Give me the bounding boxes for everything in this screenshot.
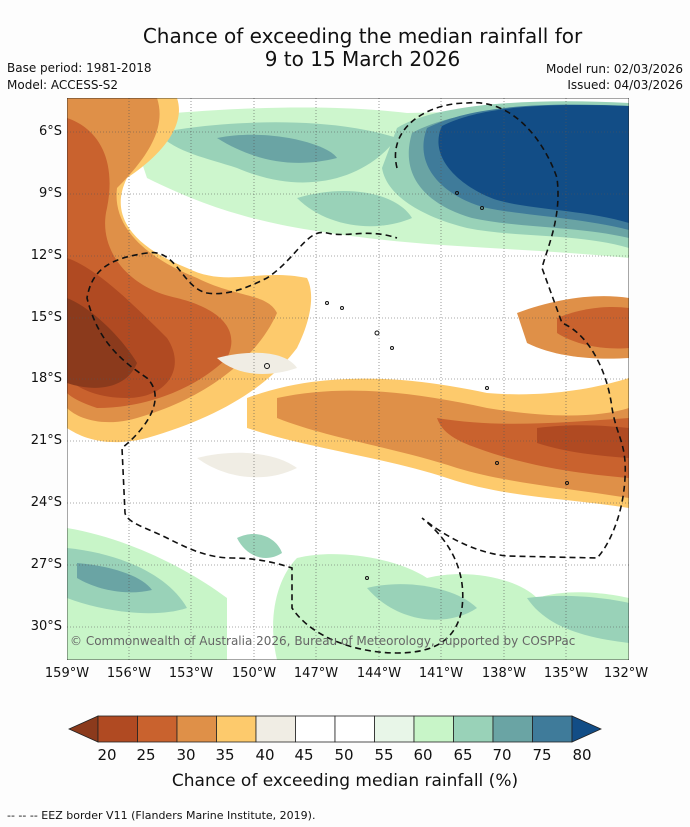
- colorbar-cell: [216, 715, 257, 743]
- colorbar-cell: [295, 715, 336, 743]
- colorbar-cell: [176, 715, 217, 743]
- colorbar-tick-80: 80: [572, 746, 592, 764]
- lon-label-150w: 150°W: [231, 666, 277, 681]
- colorbar-tick-20: 20: [97, 746, 117, 764]
- map-gridlines: [67, 98, 629, 660]
- lon-label-159w: 159°W: [44, 666, 90, 681]
- colorbar-cell: [453, 715, 494, 743]
- lat-label-15s: 15°S: [30, 310, 62, 325]
- base-period-label: Base period: 1981-2018: [7, 61, 152, 75]
- lat-label-18s: 18°S: [30, 371, 62, 386]
- lat-label-21s: 21°S: [30, 433, 62, 448]
- colorbar-tick-70: 70: [492, 746, 512, 764]
- map-title-line-1: Chance of exceeding the median rainfall …: [142, 24, 583, 48]
- model-label: Model: ACCESS-S2: [7, 78, 119, 92]
- colorbar-tick-55: 55: [374, 746, 394, 764]
- colorbar-cell: [255, 715, 296, 743]
- eez-border-legend: -- -- -- EEZ border V11 (Flanders Marine…: [7, 809, 316, 822]
- lat-label-24s: 24°S: [30, 495, 62, 510]
- colorbar-tick-30: 30: [176, 746, 196, 764]
- colorbar-cell: [97, 715, 138, 743]
- colorbar-tick-45: 45: [294, 746, 314, 764]
- colorbar-tick-65: 65: [453, 746, 473, 764]
- map-title-line-2: 9 to 15 March 2026: [264, 47, 461, 71]
- colorbar-tick-60: 60: [413, 746, 433, 764]
- lat-label-6s: 6°S: [38, 124, 62, 139]
- model-run-label: Model run: 02/03/2026: [545, 62, 683, 76]
- lon-label-156w: 156°W: [106, 666, 152, 681]
- colorbar-tick-40: 40: [255, 746, 275, 764]
- colorbar-extend-high: [571, 715, 602, 743]
- lon-label-135w: 135°W: [543, 666, 589, 681]
- lat-label-9s: 9°S: [38, 186, 62, 201]
- lon-label-138w: 138°W: [481, 666, 527, 681]
- colorbar: [68, 715, 602, 743]
- issued-label: Issued: 04/03/2026: [567, 78, 683, 92]
- colorbar-cell: [532, 715, 573, 743]
- colorbar-cell: [334, 715, 375, 743]
- colorbar-cell: [137, 715, 178, 743]
- colorbar-extend-low: [68, 715, 99, 743]
- lon-label-147w: 147°W: [293, 666, 339, 681]
- lat-label-30s: 30°S: [30, 619, 62, 634]
- colorbar-tick-50: 50: [334, 746, 354, 764]
- colorbar-tick-35: 35: [215, 746, 235, 764]
- lon-label-132w: 132°W: [603, 666, 649, 681]
- lat-label-27s: 27°S: [30, 557, 62, 572]
- colorbar-tick-75: 75: [532, 746, 552, 764]
- colorbar-label: Chance of exceeding median rainfall (%): [171, 771, 519, 791]
- colorbar-cell: [374, 715, 415, 743]
- lon-label-141w: 141°W: [418, 666, 464, 681]
- lon-label-153w: 153°W: [168, 666, 214, 681]
- lon-label-144w: 144°W: [356, 666, 402, 681]
- map-copyright: © Commonwealth of Australia 2026, Bureau…: [70, 634, 576, 648]
- island-outlines: [264, 191, 569, 580]
- colorbar-cell: [413, 715, 454, 743]
- lat-label-12s: 12°S: [30, 248, 62, 263]
- colorbar-tick-25: 25: [136, 746, 156, 764]
- rainfall-probability-map: [67, 98, 629, 660]
- colorbar-cell: [492, 715, 533, 743]
